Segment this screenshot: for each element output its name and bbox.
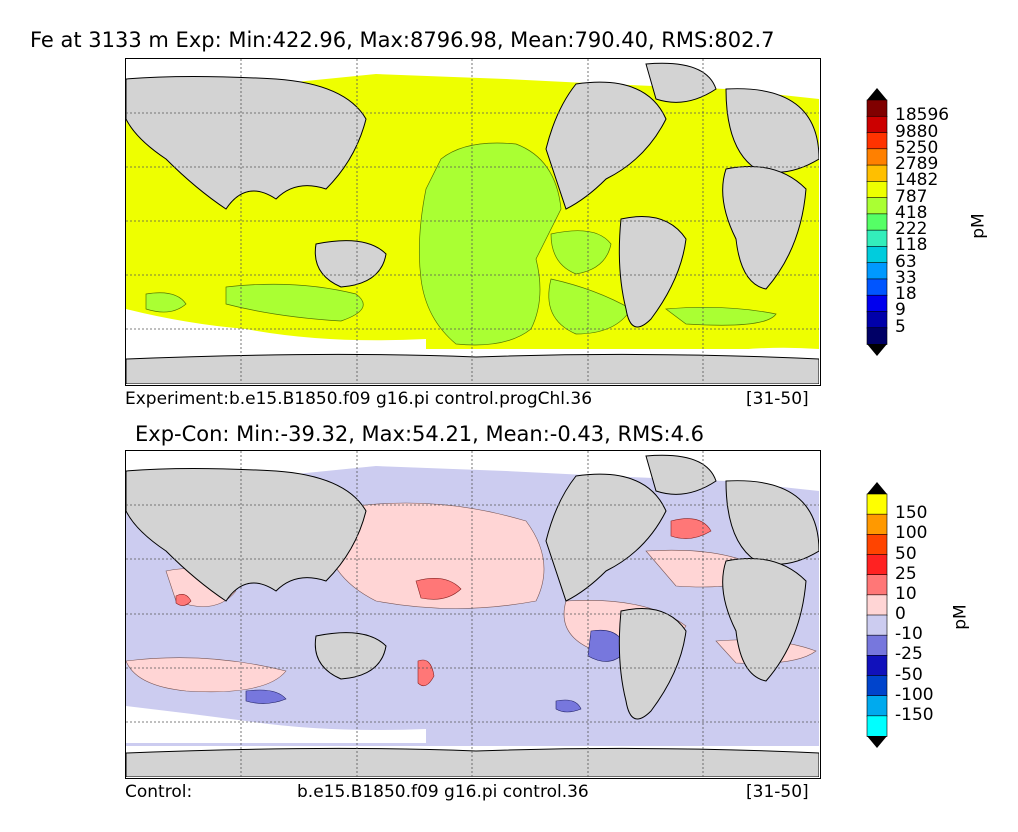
panel2-caption-left: Control:: [125, 782, 193, 802]
panel1-colorbar-tick-label: 222: [895, 219, 928, 240]
panel1-colorbar-swatch: [866, 132, 888, 150]
panel2-title: Exp-Con: Min:-39.32, Max:54.21, Mean:-0.…: [135, 422, 705, 446]
panel2-colorbar-tick-label: 150: [895, 503, 928, 524]
panel1-colorbar-swatch: [866, 246, 888, 264]
panel2-colorbar-swatch: [866, 675, 888, 697]
panel2-colorbar-swatch: [866, 574, 888, 596]
panel2-colorbar-tick-label: 25: [895, 563, 917, 584]
panel2-gridlines: [126, 451, 819, 777]
panel2-colorbar-tick-label: -50: [895, 664, 923, 685]
panel1-colorbar-tick-label: 9880: [895, 121, 939, 142]
panel1-colorbar-swatch: [866, 278, 888, 297]
panel2-colorbar-tick-label: -100: [895, 684, 934, 705]
panel2-colorbar-tick-label: 10: [895, 583, 917, 604]
panel1-colorbar-extend-top: [867, 88, 887, 100]
panel2-colorbar-swatch: [866, 634, 888, 657]
panel1-colorbar-tick-label: 118: [895, 235, 928, 256]
panel1-colorbar-tick-label: 18: [895, 284, 917, 305]
panel2-colorbar-extend-top: [867, 482, 887, 494]
panel1-colorbar-tick-label: 1482: [895, 170, 939, 191]
panel1-colorbar-swatch: [866, 99, 888, 118]
panel1-green-regions: [145, 142, 777, 346]
panel1-map: [125, 58, 821, 386]
panel2-caption-right: [31-50]: [746, 782, 809, 802]
panel2-colorbar-swatch: [866, 715, 888, 737]
panel1-colorbar-swatch: [866, 115, 888, 134]
panel2-colorbar-swatch: [866, 493, 888, 515]
panel2-caption-middle: b.e15.B1850.f09 g16.pi control.36: [297, 782, 589, 802]
panel1-gridlines: [126, 59, 819, 384]
panel1-colorbar-tick-label: 418: [895, 202, 928, 223]
panel2-colorbar: [862, 482, 892, 748]
panel2-colorbar-swatch: [866, 655, 888, 677]
panel1-colorbar-swatch: [866, 213, 888, 231]
panel1-land: [126, 62, 819, 384]
panel1-colorbar-tick-label: 18596: [895, 105, 950, 126]
panel2-map-svg: [126, 451, 819, 777]
panel2-land: [126, 454, 819, 777]
panel2-colorbar-svg: [866, 482, 888, 748]
panel1-map-svg: [126, 59, 819, 384]
panel2-colorbar-swatch: [866, 513, 888, 536]
panel1-colorbar-swatch: [866, 148, 888, 166]
panel1-colorbar-swatch: [866, 229, 888, 248]
panel1-colorbar-swatch: [866, 262, 888, 280]
panel2-colorbar-extend-bottom: [867, 736, 887, 748]
panel1-colorbar-tick-label: 33: [895, 267, 917, 288]
panel1-colorbar-svg: [866, 88, 888, 356]
panel1-colorbar-tick-label: 9: [895, 300, 906, 321]
panel1-colorbar-tick-label: 63: [895, 251, 917, 272]
panel1-colorbar-swatch: [866, 197, 888, 215]
panel1-colorbar-tick-label: 5250: [895, 137, 939, 158]
panel2-colorbar-unit: pM: [950, 604, 971, 630]
panel1-colorbar-swatch: [866, 164, 888, 183]
panel1-colorbar-swatch: [866, 311, 888, 329]
panel1-caption-left: Experiment:b.e15.B1850.f09 g16.pi contro…: [125, 389, 593, 409]
panel2-colorbar-swatch: [866, 695, 888, 717]
panel1-colorbar-swatch: [866, 327, 888, 345]
panel2-colorbar-tick-label: 100: [895, 523, 928, 544]
panel2-colorbar-swatch: [866, 554, 888, 576]
panel2-colorbar-swatch: [866, 594, 888, 616]
panel2-colorbar-tick-label: -25: [895, 644, 923, 665]
panel1-colorbar: [862, 88, 892, 356]
panel1-caption-right: [31-50]: [746, 389, 809, 409]
panel2-colorbar-swatch: [866, 614, 888, 636]
panel2-strong-positive: [175, 518, 712, 687]
panel1-colorbar-tick-label: 787: [895, 186, 928, 207]
panel1-colorbar-unit: pM: [968, 213, 989, 239]
panel2-map: [125, 450, 821, 779]
panel2-colorbar-swatch: [866, 534, 888, 556]
panel1-colorbar-swatch: [866, 181, 888, 199]
panel1-colorbar-extend-bottom: [867, 344, 887, 356]
panel1-colorbar-swatch: [866, 294, 888, 313]
panel2-colorbar-tick-label: 50: [895, 543, 917, 564]
panel1-colorbar-tick-label: 2789: [895, 154, 939, 175]
panel1-title: Fe at 3133 m Exp: Min:422.96, Max:8796.9…: [30, 28, 775, 52]
panel1-colorbar-tick-label: 5: [895, 316, 906, 337]
panel2-colorbar-tick-label: 0: [895, 604, 906, 624]
panel2-colorbar-tick-label: -10: [895, 624, 923, 645]
panel2-colorbar-tick-label: -150: [895, 704, 934, 725]
